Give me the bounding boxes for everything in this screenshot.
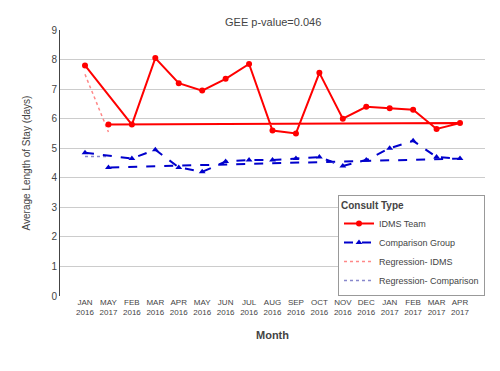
svg-text:DEC2016: DEC2016 xyxy=(357,298,375,317)
svg-text:JUN2016: JUN2016 xyxy=(217,298,235,317)
svg-text:3: 3 xyxy=(51,202,57,213)
svg-text:SEP2016: SEP2016 xyxy=(287,298,305,317)
svg-text:FEB2016: FEB2016 xyxy=(123,298,141,317)
svg-text:7: 7 xyxy=(51,84,57,95)
svg-text:4: 4 xyxy=(51,172,57,183)
svg-text:GEE p-value=0.046: GEE p-value=0.046 xyxy=(225,16,321,28)
svg-text:9: 9 xyxy=(51,25,57,36)
svg-text:1: 1 xyxy=(51,261,57,272)
svg-text:8: 8 xyxy=(51,54,57,65)
svg-text:NOV2016: NOV2016 xyxy=(334,298,352,317)
svg-text:JAN2016: JAN2016 xyxy=(76,298,94,317)
svg-text:6: 6 xyxy=(51,113,57,124)
svg-text:Regression- Comparison: Regression- Comparison xyxy=(379,276,479,286)
svg-text:5: 5 xyxy=(51,143,57,154)
svg-text:MAY2016: MAY2016 xyxy=(193,298,211,317)
svg-text:Comparison Group: Comparison Group xyxy=(379,238,455,248)
svg-text:AUG2016: AUG2016 xyxy=(264,298,282,317)
svg-text:JUL2016: JUL2016 xyxy=(240,298,258,317)
svg-text:MAR2017: MAR2017 xyxy=(428,298,446,317)
svg-text:IDMS Team: IDMS Team xyxy=(379,219,426,229)
svg-text:Average Length of Stay (days): Average Length of Stay (days) xyxy=(21,96,32,231)
svg-text:MAR2016: MAR2016 xyxy=(146,298,164,317)
svg-text:APR2016: APR2016 xyxy=(170,298,188,317)
svg-text:OCT2016: OCT2016 xyxy=(310,298,328,317)
svg-text:0: 0 xyxy=(51,291,57,302)
svg-text:Consult Type: Consult Type xyxy=(341,200,404,211)
svg-text:MAY2017: MAY2017 xyxy=(100,298,118,317)
svg-text:Month: Month xyxy=(256,329,289,341)
svg-text:APR2017: APR2017 xyxy=(451,298,469,317)
svg-text:FEB2017: FEB2017 xyxy=(404,298,422,317)
svg-text:JAN2017: JAN2017 xyxy=(381,298,399,317)
svg-text:Regression- IDMS: Regression- IDMS xyxy=(379,257,453,267)
svg-text:2: 2 xyxy=(51,231,57,242)
